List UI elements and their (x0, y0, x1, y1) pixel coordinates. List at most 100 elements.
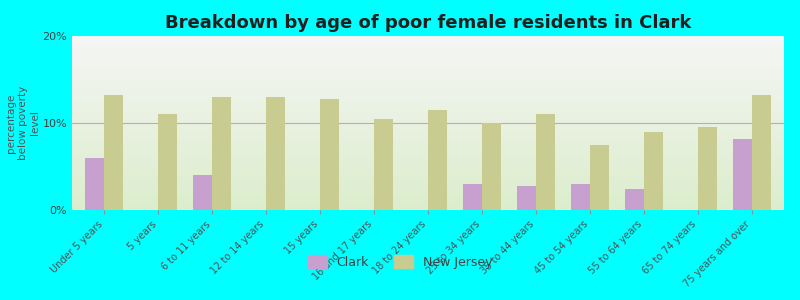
Bar (72, 140, 784, 141)
Bar (72, 93, 784, 94)
Bar (72, 150, 784, 151)
Bar (72, 205, 784, 206)
Bar (72, 135, 784, 136)
Bar (428, 110, 447, 210)
Bar (72, 43, 784, 44)
Bar (72, 139, 784, 140)
Bar (72, 123, 784, 124)
Bar (72, 151, 784, 152)
Bar (72, 107, 784, 108)
Bar (72, 115, 784, 116)
Bar (72, 172, 784, 173)
Bar (72, 54, 784, 55)
Bar (72, 158, 784, 159)
Bar (72, 176, 784, 177)
Bar (72, 160, 784, 161)
Y-axis label: percentage
below poverty
level: percentage below poverty level (6, 86, 40, 160)
Bar (590, 145, 609, 210)
Bar (72, 67, 784, 68)
Bar (72, 42, 784, 43)
Bar (72, 88, 784, 89)
Bar (72, 153, 784, 154)
Bar (72, 41, 784, 42)
Bar (72, 58, 784, 59)
Bar (72, 187, 784, 188)
Bar (72, 122, 784, 123)
Bar (72, 46, 784, 47)
Bar (72, 142, 784, 143)
Bar (72, 147, 784, 148)
Bar (733, 139, 752, 210)
Bar (72, 45, 784, 46)
Bar (72, 161, 784, 162)
Bar (72, 100, 784, 101)
Bar (72, 110, 784, 111)
Bar (266, 97, 285, 210)
Bar (571, 184, 590, 210)
Bar (72, 72, 784, 73)
Bar (72, 169, 784, 170)
Bar (320, 99, 339, 210)
Bar (72, 160, 784, 161)
Bar (72, 116, 784, 117)
Bar (72, 121, 784, 122)
Bar (72, 197, 784, 198)
Bar (72, 195, 784, 196)
Bar (72, 63, 784, 64)
Bar (72, 207, 784, 208)
Bar (72, 100, 784, 101)
Bar (72, 85, 784, 86)
Bar (72, 55, 784, 56)
Bar (72, 126, 784, 127)
Bar (72, 40, 784, 41)
Bar (72, 61, 784, 62)
Bar (72, 48, 784, 49)
Bar (72, 203, 784, 204)
Bar (72, 81, 784, 82)
Bar (72, 64, 784, 65)
Bar (72, 146, 784, 147)
Bar (72, 49, 784, 50)
Bar (72, 53, 784, 54)
Bar (72, 86, 784, 87)
Bar (72, 157, 784, 158)
Bar (72, 134, 784, 135)
Bar (86, 158, 104, 210)
Bar (72, 66, 784, 67)
Bar (72, 39, 784, 40)
Bar (72, 73, 784, 74)
Bar (72, 108, 784, 109)
Bar (72, 38, 784, 39)
Bar (72, 51, 784, 52)
Bar (72, 79, 784, 80)
Bar (72, 184, 784, 185)
Bar (72, 62, 784, 63)
Bar (72, 80, 784, 81)
Bar (72, 128, 784, 129)
Bar (72, 69, 784, 70)
Bar (72, 170, 784, 171)
Bar (72, 52, 784, 53)
Bar (212, 97, 231, 210)
Bar (72, 50, 784, 51)
Bar (72, 141, 784, 142)
Bar (72, 162, 784, 163)
Bar (72, 91, 784, 92)
Bar (72, 113, 784, 114)
Bar (72, 74, 784, 75)
Bar (72, 127, 784, 128)
Bar (72, 114, 784, 115)
Bar (72, 102, 784, 103)
Bar (72, 208, 784, 209)
Bar (72, 194, 784, 195)
Bar (72, 189, 784, 190)
Bar (536, 114, 554, 210)
Bar (72, 87, 784, 88)
Bar (72, 199, 784, 200)
Bar (72, 60, 784, 61)
Bar (72, 183, 784, 184)
Bar (463, 184, 482, 210)
Bar (72, 112, 784, 113)
Bar (72, 98, 784, 99)
Bar (72, 155, 784, 156)
